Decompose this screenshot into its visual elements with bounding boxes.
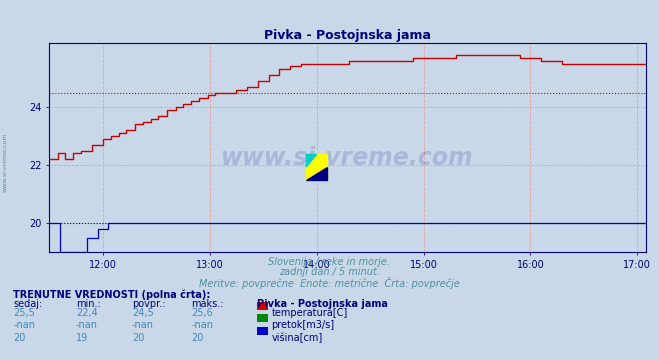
Text: 24,5: 24,5 [132,308,154,318]
Text: 22,4: 22,4 [76,308,98,318]
Polygon shape [306,167,327,180]
Text: 20: 20 [13,333,26,343]
Text: -nan: -nan [13,320,35,330]
Text: 20: 20 [132,333,144,343]
Text: -nan: -nan [191,320,213,330]
Text: višina[cm]: višina[cm] [272,333,323,343]
Text: povpr.:: povpr.: [132,299,165,309]
Text: Pivka - Postojnska jama: Pivka - Postojnska jama [257,299,388,309]
Text: 19: 19 [76,333,88,343]
Text: Slovenija / reke in morje.: Slovenija / reke in morje. [268,257,391,267]
Polygon shape [306,154,316,167]
Text: TRENUTNE VREDNOSTI (polna črta):: TRENUTNE VREDNOSTI (polna črta): [13,290,211,300]
Title: Pivka - Postojnska jama: Pivka - Postojnska jama [264,29,431,42]
Text: Meritve: povprečne  Enote: metrične  Črta: povprečje: Meritve: povprečne Enote: metrične Črta:… [199,277,460,289]
Text: zadnji dan / 5 minut.: zadnji dan / 5 minut. [279,267,380,277]
Text: maks.:: maks.: [191,299,223,309]
Text: www.si-vreme.com: www.si-vreme.com [3,132,8,192]
Text: min.:: min.: [76,299,101,309]
Text: sedaj:: sedaj: [13,299,42,309]
Text: 25,6: 25,6 [191,308,213,318]
Text: -nan: -nan [132,320,154,330]
Text: temperatura[C]: temperatura[C] [272,308,348,318]
Text: -nan: -nan [76,320,98,330]
Text: 25,5: 25,5 [13,308,35,318]
Text: www.si-vreme.com: www.si-vreme.com [221,146,474,170]
Bar [306,154,327,180]
Text: 20: 20 [191,333,204,343]
Text: pretok[m3/s]: pretok[m3/s] [272,320,335,330]
